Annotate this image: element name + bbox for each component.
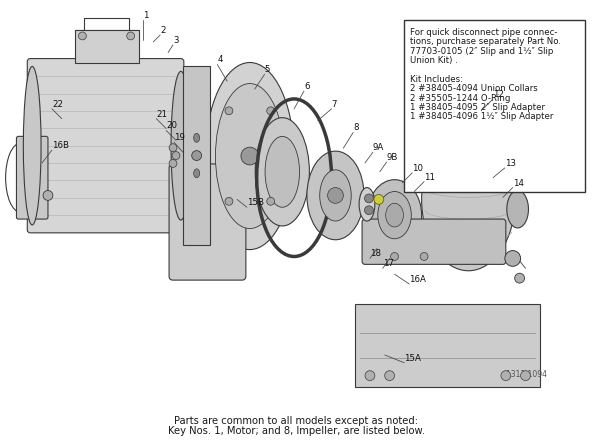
Text: Union Kit) .: Union Kit) . bbox=[410, 56, 458, 65]
Circle shape bbox=[172, 152, 180, 160]
Circle shape bbox=[515, 273, 524, 283]
Text: 16A: 16A bbox=[409, 275, 426, 284]
Circle shape bbox=[374, 194, 384, 204]
Text: 7: 7 bbox=[332, 100, 337, 109]
FancyBboxPatch shape bbox=[362, 219, 506, 264]
Circle shape bbox=[267, 107, 275, 115]
Circle shape bbox=[385, 371, 395, 380]
Bar bbox=[74, 30, 139, 63]
Circle shape bbox=[169, 144, 177, 152]
Ellipse shape bbox=[194, 133, 200, 142]
Text: 20: 20 bbox=[166, 122, 177, 131]
Text: 15B: 15B bbox=[247, 198, 264, 207]
Ellipse shape bbox=[367, 180, 422, 251]
Text: 1: 1 bbox=[143, 11, 149, 20]
Circle shape bbox=[267, 198, 275, 205]
Text: 2 #35505-1244 O-Ring: 2 #35505-1244 O-Ring bbox=[410, 93, 511, 102]
Bar bbox=[404, 20, 584, 193]
Ellipse shape bbox=[307, 151, 364, 240]
Text: 1313 1094: 1313 1094 bbox=[506, 370, 547, 379]
FancyBboxPatch shape bbox=[169, 164, 246, 280]
Text: 10: 10 bbox=[412, 164, 423, 173]
Ellipse shape bbox=[320, 170, 351, 221]
Text: 1 #38405-4095 2″ Slip Adapter: 1 #38405-4095 2″ Slip Adapter bbox=[410, 103, 545, 112]
Circle shape bbox=[169, 160, 177, 167]
Circle shape bbox=[79, 32, 86, 40]
Ellipse shape bbox=[171, 72, 191, 220]
Text: 77703-0105 (2″ Slip and 1½″ Slip: 77703-0105 (2″ Slip and 1½″ Slip bbox=[410, 47, 554, 56]
Ellipse shape bbox=[386, 203, 403, 227]
Circle shape bbox=[365, 206, 373, 215]
FancyBboxPatch shape bbox=[27, 59, 184, 233]
Text: Parts are common to all models except as noted:: Parts are common to all models except as… bbox=[174, 416, 418, 426]
Circle shape bbox=[192, 151, 202, 160]
Text: 16B: 16B bbox=[52, 141, 69, 150]
Circle shape bbox=[420, 253, 428, 261]
Text: 18: 18 bbox=[370, 249, 381, 258]
Text: For quick disconnect pipe connec-: For quick disconnect pipe connec- bbox=[410, 28, 558, 37]
Bar bbox=[355, 304, 540, 388]
Circle shape bbox=[365, 194, 373, 203]
FancyBboxPatch shape bbox=[16, 136, 48, 219]
Bar bbox=[443, 99, 470, 128]
Ellipse shape bbox=[194, 169, 200, 178]
Text: Key Nos. 1, Motor; and 8, Impeller, are listed below.: Key Nos. 1, Motor; and 8, Impeller, are … bbox=[167, 426, 425, 436]
Text: 9A: 9A bbox=[373, 143, 384, 152]
Ellipse shape bbox=[23, 67, 41, 225]
Text: 1 #38405-4096 1½″ Slip Adapter: 1 #38405-4096 1½″ Slip Adapter bbox=[410, 112, 554, 121]
Ellipse shape bbox=[255, 118, 310, 226]
Circle shape bbox=[391, 253, 398, 261]
Circle shape bbox=[127, 32, 134, 40]
Ellipse shape bbox=[378, 191, 411, 239]
Circle shape bbox=[505, 251, 521, 266]
Ellipse shape bbox=[422, 128, 515, 271]
Text: 17: 17 bbox=[383, 259, 394, 268]
Text: 9B: 9B bbox=[386, 153, 398, 162]
Text: 21: 21 bbox=[156, 110, 167, 118]
Text: 13: 13 bbox=[505, 159, 516, 168]
Text: 19: 19 bbox=[174, 133, 185, 142]
Ellipse shape bbox=[215, 84, 284, 228]
Text: 3: 3 bbox=[173, 36, 179, 45]
Text: 15A: 15A bbox=[404, 354, 421, 363]
Text: 2 #38405-4094 Union Collars: 2 #38405-4094 Union Collars bbox=[410, 84, 538, 93]
Text: 11: 11 bbox=[424, 173, 435, 181]
Circle shape bbox=[365, 371, 375, 380]
Ellipse shape bbox=[443, 113, 470, 144]
Circle shape bbox=[225, 107, 233, 115]
Text: 4: 4 bbox=[217, 55, 223, 64]
Circle shape bbox=[501, 371, 511, 380]
Circle shape bbox=[43, 190, 53, 200]
Circle shape bbox=[328, 188, 343, 203]
Ellipse shape bbox=[359, 188, 375, 221]
Text: 22: 22 bbox=[52, 100, 63, 109]
Circle shape bbox=[521, 371, 530, 380]
Ellipse shape bbox=[241, 147, 259, 165]
Text: 6: 6 bbox=[304, 82, 310, 91]
Text: 2: 2 bbox=[160, 26, 166, 35]
Ellipse shape bbox=[265, 136, 299, 207]
Text: Kit Includes:: Kit Includes: bbox=[410, 75, 463, 84]
Text: 12: 12 bbox=[493, 90, 504, 99]
Circle shape bbox=[225, 198, 233, 205]
Text: 8: 8 bbox=[353, 123, 359, 132]
Text: tions, purchase separately Part No.: tions, purchase separately Part No. bbox=[410, 38, 562, 46]
Text: 5: 5 bbox=[265, 65, 270, 74]
Ellipse shape bbox=[206, 63, 294, 249]
Ellipse shape bbox=[507, 190, 529, 228]
Text: 14: 14 bbox=[513, 178, 524, 188]
Bar bbox=[183, 67, 211, 245]
